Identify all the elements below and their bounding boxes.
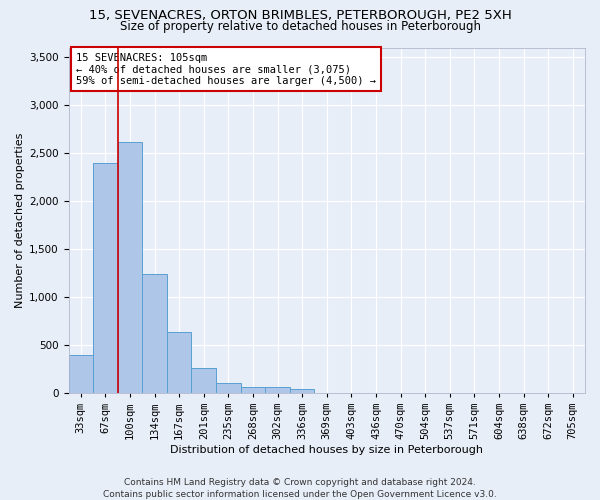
Bar [216,384,241,393]
Bar [118,142,142,393]
Bar [290,388,314,393]
Bar [265,387,290,393]
Bar [191,368,216,393]
Y-axis label: Number of detached properties: Number of detached properties [15,132,25,308]
Text: 15, SEVENACRES, ORTON BRIMBLES, PETERBOROUGH, PE2 5XH: 15, SEVENACRES, ORTON BRIMBLES, PETERBOR… [89,9,511,22]
Bar [142,274,167,393]
Bar [93,162,118,393]
Text: Size of property relative to detached houses in Peterborough: Size of property relative to detached ho… [119,20,481,33]
Text: Contains HM Land Registry data © Crown copyright and database right 2024.
Contai: Contains HM Land Registry data © Crown c… [103,478,497,499]
Bar [241,386,265,393]
Bar [167,332,191,393]
X-axis label: Distribution of detached houses by size in Peterborough: Distribution of detached houses by size … [170,445,483,455]
Bar [68,356,93,393]
Text: 15 SEVENACRES: 105sqm
← 40% of detached houses are smaller (3,075)
59% of semi-d: 15 SEVENACRES: 105sqm ← 40% of detached … [76,52,376,86]
